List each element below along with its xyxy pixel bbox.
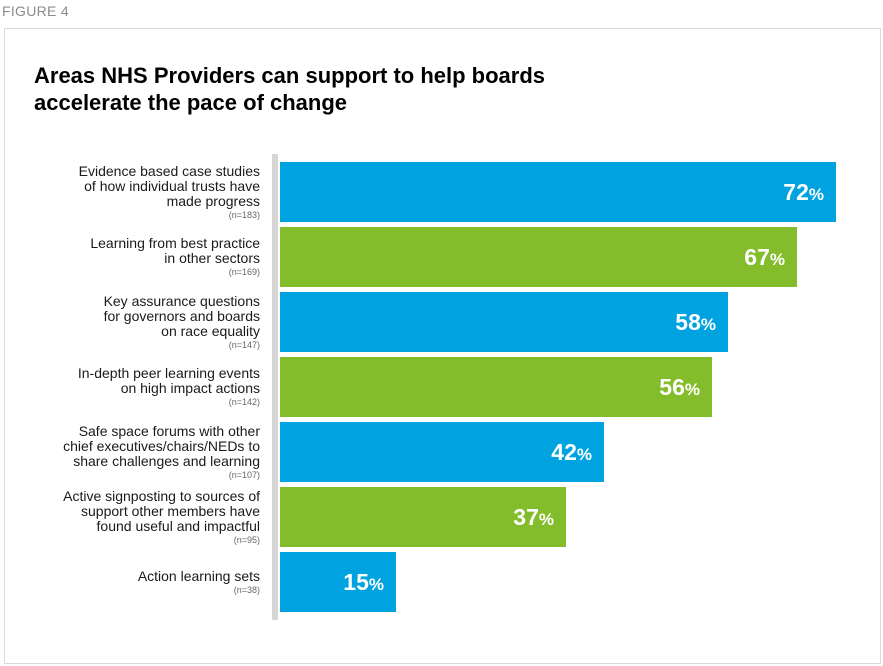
bar-value-unit: % — [538, 510, 554, 529]
bar-value-number: 37 — [513, 504, 539, 530]
category-label-line: Evidence based case studies — [78, 163, 260, 179]
bar-value-number: 67 — [744, 244, 770, 270]
category-label-line: on race equality — [161, 323, 260, 339]
category-label: Evidence based case studies of how indivi… — [20, 164, 260, 221]
chart-title: Areas NHS Providers can support to help … — [34, 63, 546, 115]
bar-value-unit: % — [769, 250, 785, 269]
category-label: Active signposting to sources of support … — [20, 489, 260, 546]
bar: 67% — [280, 227, 797, 287]
category-label-line: Action learning sets — [137, 568, 260, 584]
category-label-line: Learning from best practice — [90, 235, 260, 251]
bar-value-label: 42% — [551, 422, 592, 482]
sample-size-label: (n=147) — [228, 340, 260, 350]
bar-value-label: 56% — [659, 357, 700, 417]
bar-value-label: 58% — [675, 292, 716, 352]
bar-value-number: 15 — [343, 569, 369, 595]
category-label: Action learning sets (n=38) — [20, 569, 260, 596]
bar-value-number: 72 — [783, 179, 809, 205]
bar-value-label: 37% — [513, 487, 554, 547]
sample-size-label: (n=38) — [233, 585, 260, 595]
bar-value-unit: % — [700, 315, 716, 334]
bar-value-unit: % — [576, 445, 592, 464]
sample-size-label: (n=107) — [228, 470, 260, 480]
category-label: In-depth peer learning events on high imp… — [20, 366, 260, 408]
sample-size-label: (n=169) — [228, 267, 260, 277]
bar: 72% — [280, 162, 836, 222]
bar-value-unit: % — [808, 185, 824, 204]
category-label-line: Active signposting to sources of — [63, 488, 260, 504]
category-label-line: chief executives/chairs/NEDs to — [63, 438, 260, 454]
bar: 15% — [280, 552, 396, 612]
bar-value-unit: % — [368, 575, 384, 594]
category-label-line: support other members have — [81, 503, 260, 519]
category-label-line: In-depth peer learning events — [77, 365, 260, 381]
category-label: Key assurance questions for governors and… — [20, 294, 260, 351]
bar: 58% — [280, 292, 728, 352]
category-label-line: Key assurance questions — [103, 293, 260, 309]
bar-value-number: 42 — [551, 439, 577, 465]
category-label-line: found useful and impactful — [96, 518, 260, 534]
bar-value-number: 58 — [675, 309, 701, 335]
bar-value-label: 15% — [343, 552, 384, 612]
bar: 56% — [280, 357, 712, 417]
category-label-line: on high impact actions — [120, 380, 260, 396]
bar-value-label: 72% — [783, 162, 824, 222]
category-label-line: of how individual trusts have — [84, 178, 260, 194]
sample-size-label: (n=183) — [228, 210, 260, 220]
category-label-line: in other sectors — [164, 250, 260, 266]
category-label-line: made progress — [166, 193, 260, 209]
bar: 42% — [280, 422, 604, 482]
category-label-line: for governors and boards — [103, 308, 260, 324]
bar: 37% — [280, 487, 566, 547]
category-label: Safe space forums with other chief execut… — [20, 424, 260, 481]
bar-value-unit: % — [684, 380, 700, 399]
category-label-line: share challenges and learning — [73, 453, 260, 469]
bar-value-label: 67% — [744, 227, 785, 287]
sample-size-label: (n=142) — [228, 397, 260, 407]
category-label: Learning from best practice in other sect… — [20, 236, 260, 278]
figure-label: FIGURE 4 — [2, 3, 69, 19]
bar-value-number: 56 — [659, 374, 685, 400]
y-axis-line — [272, 154, 278, 620]
sample-size-label: (n=95) — [233, 535, 260, 545]
category-label-line: Safe space forums with other — [78, 423, 260, 439]
